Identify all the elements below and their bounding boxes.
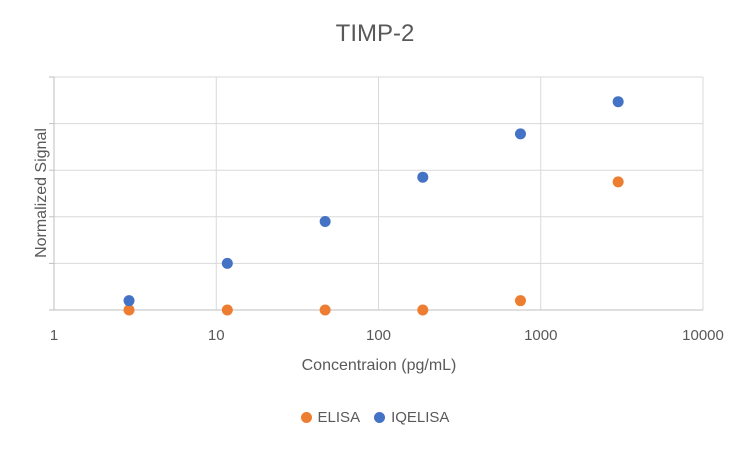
data-point-elisa[interactable] [319, 304, 331, 316]
data-point-elisa[interactable] [514, 295, 526, 307]
data-point-elisa[interactable] [221, 304, 233, 316]
x-tick-label: 10000 [682, 327, 724, 344]
data-point-iqelisa[interactable] [514, 128, 526, 140]
legend-marker-elisa [300, 412, 312, 423]
data-point-elisa[interactable] [612, 176, 624, 188]
data-point-elisa[interactable] [123, 304, 135, 316]
legend-label-elisa: ELISA [317, 409, 361, 426]
data-point-iqelisa[interactable] [123, 295, 135, 307]
x-axis-label: Concentraion (pg/mL) [302, 357, 457, 374]
y-axis-label: Normalized Signal [33, 128, 50, 258]
data-point-iqelisa[interactable] [612, 96, 624, 108]
tick-labels: 1 10 100 1000 10000 [50, 327, 724, 344]
legend-marker-iqelisa [374, 412, 386, 423]
x-tick-label: 1000 [524, 327, 557, 344]
legend-label-iqelisa: IQELISA [391, 409, 450, 426]
data-point-elisa[interactable] [417, 304, 429, 316]
axes [49, 76, 703, 311]
data-point-iqelisa[interactable] [319, 215, 331, 227]
scatter-plot: 1 10 100 1000 10000 Concentraion (pg/mL) Nor… [33, 76, 724, 374]
grid-lines [53, 76, 704, 310]
x-tick-label: 100 [366, 327, 391, 344]
data-points [123, 96, 624, 316]
data-point-iqelisa[interactable] [221, 257, 233, 269]
legend-item-iqelisa[interactable]: IQELISA [374, 409, 449, 426]
x-tick-label: 1 [50, 327, 58, 344]
legend: ELISA IQELISA [0, 409, 750, 426]
chart-title: TIMP-2 [335, 20, 415, 47]
data-point-iqelisa[interactable] [417, 171, 429, 183]
legend-item-elisa[interactable]: ELISA [300, 409, 361, 426]
x-tick-label: 10 [208, 327, 225, 344]
